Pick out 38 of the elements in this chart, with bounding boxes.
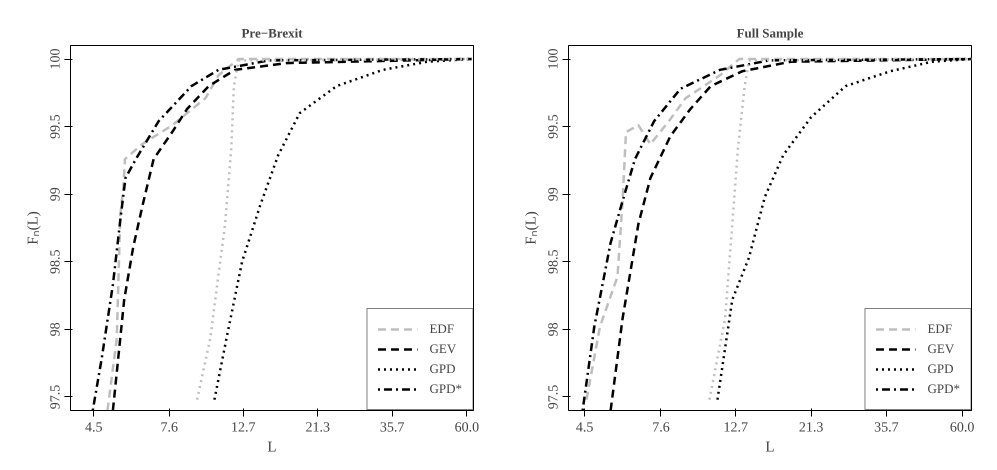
y-tick-label: 100 (546, 48, 562, 70)
x-tick-label: 21.3 (305, 420, 330, 436)
legend-label: EDF (927, 321, 952, 337)
x-tick-label: 7.6 (160, 420, 178, 436)
x-tick-label: 35.7 (874, 420, 899, 436)
x-tick-label: 4.5 (576, 420, 594, 436)
legend-label: GEV (429, 341, 456, 357)
x-tick-label: 4.5 (84, 420, 102, 436)
y-tick-label: 100 (48, 48, 64, 70)
x-tick-label: 12.7 (724, 420, 748, 436)
y-axis-title: Fₙ(L) (26, 211, 42, 245)
y-tick-label: 99.5 (48, 114, 64, 139)
y-axis-title: Fₙ(L) (524, 211, 540, 245)
legend-label: GPD* (927, 381, 960, 397)
x-tick-label: 7.6 (652, 420, 670, 436)
chart-title: Full Sample (736, 26, 804, 40)
x-tick-label: 60.0 (950, 420, 974, 436)
x-axis-title: L (267, 440, 277, 456)
legend-label: GPD (429, 361, 456, 377)
legend-label: GEV (927, 341, 954, 357)
y-tick-label: 97.5 (546, 384, 562, 410)
x-tick-label: 12.7 (230, 420, 256, 436)
y-tick-label: 99.5 (546, 114, 562, 139)
y-tick-label: 98 (48, 322, 64, 336)
chart-title: Pre−Brexit (241, 26, 304, 40)
y-tick-label: 98.5 (48, 250, 64, 274)
y-tick-label: 97.5 (48, 384, 64, 410)
x-axis-title: L (765, 440, 775, 456)
y-tick-label: 98 (546, 322, 562, 336)
y-tick-label: 99 (546, 187, 562, 202)
legend-label: GPD (927, 361, 954, 377)
y-tick-label: 98.5 (546, 250, 562, 274)
x-tick-label: 21.3 (798, 420, 824, 436)
legend-label: GPD* (429, 381, 462, 397)
x-tick-label: 35.7 (380, 420, 404, 436)
y-tick-label: 99 (48, 187, 64, 202)
x-tick-label: 60.0 (454, 420, 480, 436)
legend-label: EDF (429, 321, 454, 337)
